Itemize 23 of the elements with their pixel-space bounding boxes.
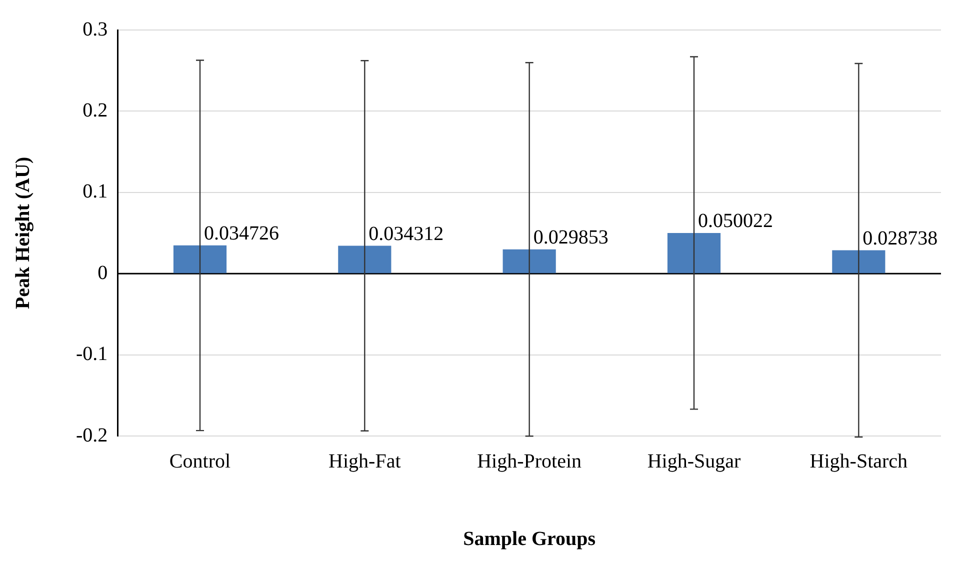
x-tick-label: High-Sugar xyxy=(647,450,741,472)
y-tick-label: 0 xyxy=(98,262,108,284)
data-label: 0.034312 xyxy=(368,222,444,245)
data-label: 0.034726 xyxy=(204,222,279,245)
y-tick-label: -0.2 xyxy=(76,424,108,446)
x-tick-label: High-Starch xyxy=(810,450,908,472)
bar xyxy=(832,250,886,274)
data-label: 0.050022 xyxy=(698,210,773,232)
x-tick-label: High-Protein xyxy=(477,450,582,472)
bar xyxy=(667,232,721,274)
data-label: 0.028738 xyxy=(862,228,938,250)
bar xyxy=(338,246,392,274)
data-label: 0.029853 xyxy=(533,226,608,249)
x-axis-title: Sample Groups xyxy=(463,528,596,550)
bar xyxy=(502,249,556,274)
x-tick-label: High-Fat xyxy=(328,450,402,472)
y-tick-label: 0.2 xyxy=(82,99,108,122)
y-axis-title: Peak Height (AU) xyxy=(12,156,34,310)
y-tick-label: 0.1 xyxy=(82,180,108,203)
x-tick-label: Control xyxy=(169,450,231,472)
bar xyxy=(173,245,227,274)
y-tick-label: -0.1 xyxy=(76,343,108,366)
y-tick-label: 0.3 xyxy=(82,18,108,40)
